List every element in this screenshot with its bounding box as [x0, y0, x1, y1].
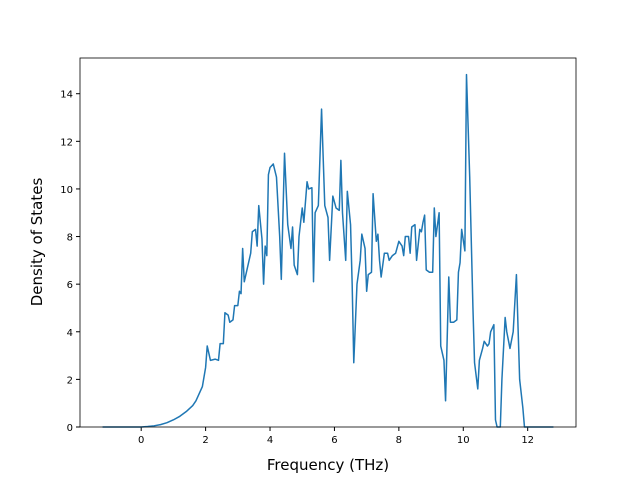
x-tick-label: 10 — [457, 435, 470, 446]
y-tick-label: 8 — [67, 233, 73, 244]
line — [102, 73, 554, 428]
y-tick-label: 14 — [60, 90, 73, 101]
y-tick-label: 6 — [67, 280, 73, 291]
plot-frame — [79, 57, 577, 428]
x-tick-label: 12 — [521, 435, 534, 446]
y-tick-label: 12 — [60, 137, 73, 148]
x-tick-label: 6 — [331, 435, 337, 446]
y-tick-label: 10 — [60, 185, 73, 196]
y-tick-label: 0 — [67, 423, 73, 434]
y-tick-label: 2 — [67, 375, 73, 386]
x-axis-label: Frequency (THz) — [267, 456, 389, 474]
x-tick-label: 4 — [267, 435, 273, 446]
y-tick-label: 4 — [67, 328, 73, 339]
x-tick-label: 0 — [138, 435, 144, 446]
x-tick-label: 2 — [202, 435, 208, 446]
y-axis-label: Density of States — [28, 178, 46, 307]
x-tick-label: 8 — [396, 435, 402, 446]
